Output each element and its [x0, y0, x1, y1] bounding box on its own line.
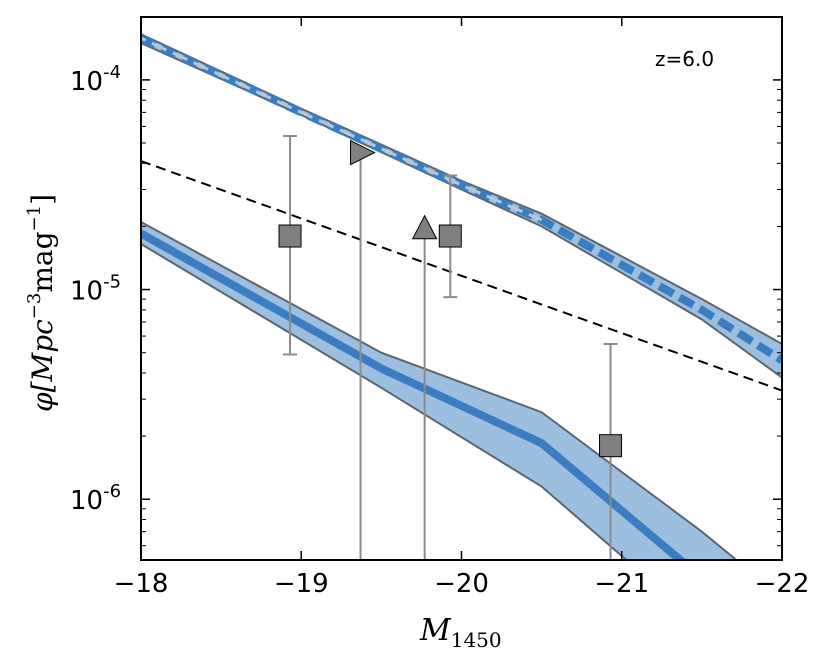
band-upper-edge-4 — [141, 221, 738, 560]
x-tick-label-2: −20 — [434, 569, 489, 599]
y-tick-label-exp-1: -5 — [103, 272, 121, 293]
y-tick-label-1: 10-5 — [70, 272, 121, 307]
series-upper-inner — [141, 36, 543, 222]
y-tick-label-0: 10-4 — [70, 62, 121, 97]
series-lower-median — [141, 230, 687, 560]
series-upper-median — [141, 34, 782, 364]
x-tick-label-3: −21 — [594, 569, 649, 599]
data-point-square-2 — [599, 434, 623, 458]
x-tick-label-1: −19 — [274, 569, 329, 599]
annotation-redshift: z=6.0 — [655, 47, 714, 71]
y-tick-label-base-1: 10 — [70, 277, 103, 307]
y-axis-label-mid: mag — [26, 231, 59, 292]
y-tick-label-2: 10-6 — [70, 481, 121, 516]
y-tick-label-exp-0: -4 — [103, 62, 121, 83]
y-axis-label-end: ] — [26, 194, 59, 205]
x-tick-label-0: −18 — [114, 569, 169, 599]
data-point-triangle-up-4 — [411, 214, 438, 240]
x-tick-label-4: −22 — [755, 569, 810, 599]
y-tick-label-exp-2: -6 — [103, 481, 121, 502]
band-lower-edge-4 — [141, 243, 628, 560]
x-axis-label: M1450 — [419, 613, 502, 652]
y-axis-label-sup2: −1 — [24, 205, 45, 232]
x-axis-label-main: M — [419, 613, 452, 648]
y-tick-label-base-0: 10 — [70, 67, 103, 97]
y-axis-label-main: φ[Mpc — [26, 319, 59, 412]
y-tick-label-base-2: 10 — [70, 486, 103, 516]
data-point-square-1 — [438, 224, 462, 248]
y-axis-label-sup1: −3 — [24, 293, 45, 320]
x-axis-label-sub: 1450 — [451, 628, 502, 652]
data-point-triangle-right-3 — [350, 139, 376, 166]
data-point-square-0 — [278, 224, 302, 248]
y-axis-label: φ[Mpc−3mag−1] — [24, 194, 59, 412]
marker-layer — [278, 135, 623, 560]
series-reference-dashed — [141, 160, 782, 392]
